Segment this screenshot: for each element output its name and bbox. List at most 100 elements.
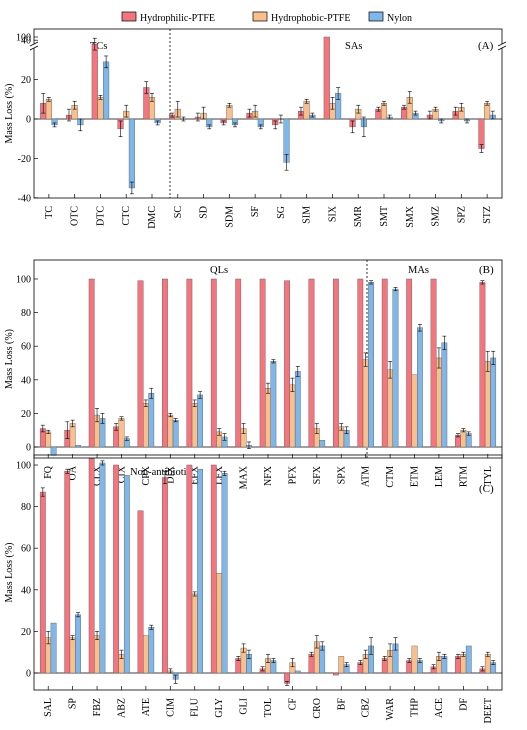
bar xyxy=(172,419,179,448)
category-label: SP xyxy=(68,698,79,710)
bar xyxy=(479,282,486,448)
category-label: CPX xyxy=(141,465,152,485)
bar xyxy=(387,369,393,448)
bar xyxy=(143,635,149,674)
bar xyxy=(411,645,418,674)
bar xyxy=(88,458,95,674)
bar xyxy=(235,278,242,448)
chart-panel: 0 20 40 60 80 100 Mass Loss (%) Non-antibiotic (… xyxy=(4,454,503,724)
category-label: SMR xyxy=(353,206,364,227)
category-label: SD xyxy=(199,206,210,219)
y-tick-label: 60 xyxy=(21,544,31,555)
category-label: CF xyxy=(287,698,298,711)
bar xyxy=(465,433,472,448)
category-label: ACE xyxy=(434,698,445,718)
panel-tag: (A) xyxy=(478,40,494,52)
y-tick-label: 100 xyxy=(16,33,31,44)
y-tick-label: -40 xyxy=(18,193,31,204)
category-label: SG xyxy=(276,206,287,219)
category-label: DF xyxy=(458,698,469,711)
category-label: OA xyxy=(68,465,79,480)
panel-tag: (B) xyxy=(479,264,494,276)
bar xyxy=(460,654,467,674)
legend-label: Hydrophilic-PTFE xyxy=(140,13,215,24)
bar xyxy=(221,473,228,674)
bar xyxy=(265,388,271,448)
bar xyxy=(357,278,364,448)
panel-tag: (C) xyxy=(479,483,494,495)
y-axis-title: Mass Loss (%) xyxy=(4,84,15,144)
category-label: ABZ xyxy=(116,698,127,718)
legend-label: Hydrophobic-PTFE xyxy=(271,13,350,24)
category-label: TYL xyxy=(483,466,494,485)
axis-break-mark xyxy=(29,45,39,51)
bar xyxy=(460,430,467,448)
bar xyxy=(417,327,423,448)
bar xyxy=(308,278,315,448)
category-label: ETM xyxy=(410,466,421,487)
category-label: WAR xyxy=(385,698,396,721)
category-label: DMC xyxy=(147,206,158,229)
bar xyxy=(123,475,130,674)
bar xyxy=(259,278,266,448)
category-label: EFX xyxy=(190,465,201,485)
bar xyxy=(490,357,497,448)
bar xyxy=(484,361,491,448)
category-label: SFX xyxy=(312,465,323,484)
y-tick-label: 80 xyxy=(21,502,31,513)
group-label: MAs xyxy=(408,265,429,276)
y-tick-label: 60 xyxy=(21,342,31,353)
category-label: NFX xyxy=(263,465,274,486)
category-label: MAX xyxy=(239,465,250,489)
category-label: SPX xyxy=(336,465,347,484)
axis-break-mark xyxy=(497,45,507,51)
legend-swatch xyxy=(252,11,268,22)
bar xyxy=(50,446,57,456)
bar xyxy=(406,278,413,448)
bar xyxy=(91,43,98,120)
bar xyxy=(45,431,52,448)
bar xyxy=(411,374,418,448)
bar xyxy=(436,357,442,448)
bar xyxy=(69,637,76,674)
axis-break-mark xyxy=(29,41,39,47)
legend: Hydrophilic-PTFE Hydrophobic-PTFE Nylon xyxy=(121,11,412,24)
legend-swatch xyxy=(121,11,137,22)
y-tick-label: 20 xyxy=(21,627,31,638)
bar xyxy=(362,359,369,448)
category-label: THP xyxy=(410,698,421,717)
bar xyxy=(381,278,388,448)
bar xyxy=(338,656,345,674)
y-tick-label: 40 xyxy=(21,36,31,47)
y-tick-label: 80 xyxy=(21,308,31,319)
bar xyxy=(191,403,198,448)
category-label: STZ xyxy=(482,206,493,224)
bar xyxy=(186,278,193,448)
bar xyxy=(191,593,198,674)
y-axis-title: Mass Loss (%) xyxy=(4,329,15,389)
axis-break-mark xyxy=(497,41,507,47)
bar xyxy=(45,99,52,120)
bar xyxy=(118,418,125,448)
category-label: SAL xyxy=(43,698,54,717)
category-label: GLI xyxy=(239,698,250,715)
category-label: ATM xyxy=(361,466,372,487)
category-label: CRO xyxy=(312,698,323,719)
bar xyxy=(97,97,104,120)
bar xyxy=(137,280,144,448)
category-label: SMT xyxy=(379,206,390,227)
bar xyxy=(148,393,155,448)
bar xyxy=(308,654,315,674)
category-label: FQ xyxy=(43,465,54,479)
bar xyxy=(148,627,155,674)
bar xyxy=(392,288,399,448)
bar xyxy=(75,614,81,674)
bar xyxy=(113,464,119,674)
category-label: OTC xyxy=(70,206,81,226)
y-tick-label: 20 xyxy=(21,75,31,86)
bar xyxy=(333,672,339,676)
bar xyxy=(216,572,223,674)
category-label: ATE xyxy=(141,698,152,716)
